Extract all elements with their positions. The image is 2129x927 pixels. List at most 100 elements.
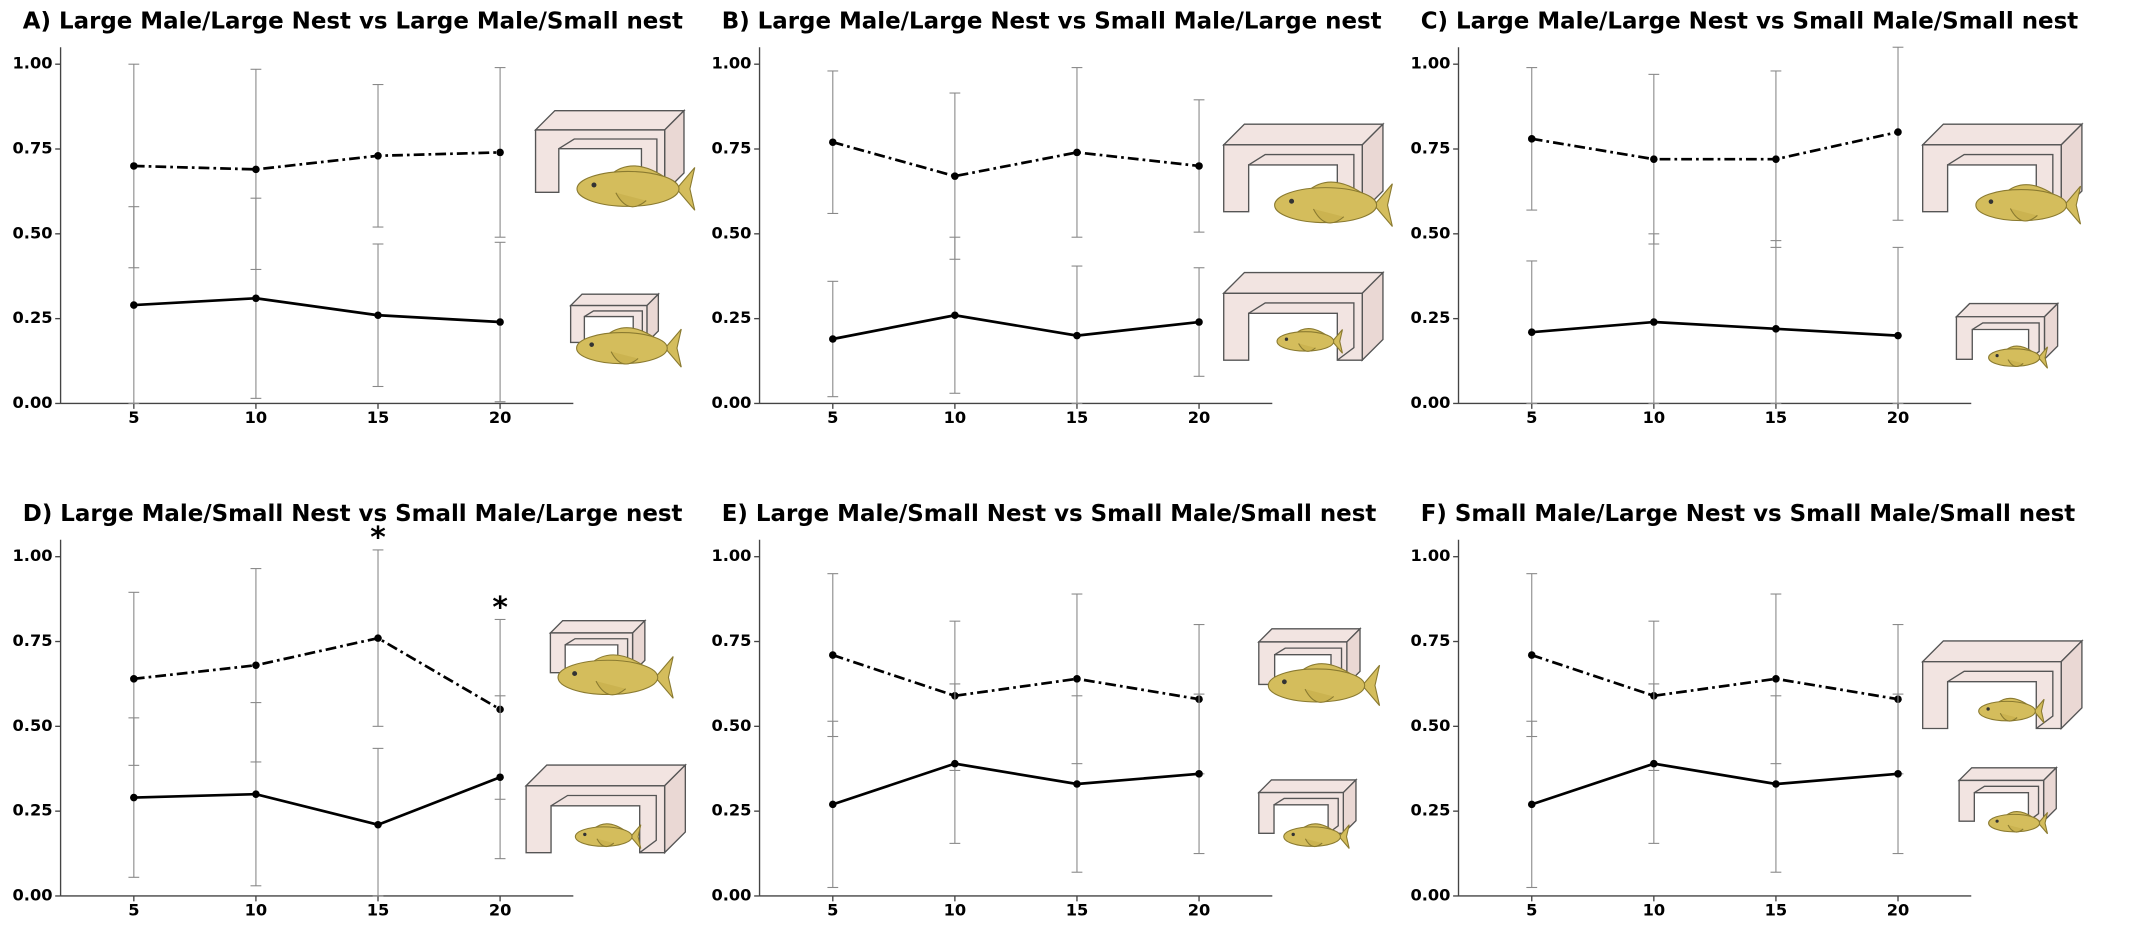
data-point	[1073, 780, 1081, 788]
panel-title: E) Large Male/Small Nest vs Small Male/S…	[722, 501, 1377, 527]
page: {"chart_data":[ {"type":"line","title":"…	[0, 0, 2129, 927]
x-tick-label: 20	[1887, 900, 1910, 919]
data-point	[1894, 770, 1902, 778]
y-tick-label: 0.00	[711, 393, 751, 412]
series-line	[1532, 655, 1898, 699]
fish-eye	[1285, 338, 1288, 341]
fish-icon	[1277, 329, 1342, 354]
data-point	[1772, 675, 1780, 683]
fish-eye	[583, 833, 586, 836]
nest-top	[1224, 124, 1383, 145]
data-point	[130, 675, 138, 683]
series-line	[1532, 322, 1898, 336]
data-point	[1528, 651, 1536, 659]
fish-eye	[1989, 199, 1994, 204]
fish-eye	[589, 342, 594, 347]
nest-top	[1259, 629, 1360, 642]
data-point	[951, 172, 959, 180]
x-tick-label: 15	[367, 900, 390, 919]
x-tick-label: 5	[1526, 408, 1537, 427]
data-point	[1528, 135, 1536, 143]
data-point	[1073, 332, 1081, 340]
y-tick-label: 0.50	[711, 716, 751, 735]
data-point	[1650, 760, 1658, 768]
data-point	[829, 801, 837, 809]
x-tick-label: 5	[1526, 900, 1537, 919]
panel-title: A) Large Male/Large Nest vs Large Male/S…	[23, 8, 683, 34]
series-line	[1532, 132, 1898, 159]
y-tick-label: 0.75	[711, 139, 751, 158]
nest-top	[1956, 304, 2057, 317]
x-tick-label: 20	[489, 900, 512, 919]
y-tick-label: 0.50	[1410, 716, 1450, 735]
data-point	[252, 295, 260, 303]
data-point	[1894, 332, 1902, 340]
data-point	[1195, 318, 1203, 326]
series-line	[833, 655, 1199, 699]
data-point	[496, 149, 504, 157]
x-tick-label: 5	[827, 408, 838, 427]
y-tick-label: 0.75	[13, 139, 53, 158]
data-point	[1528, 328, 1536, 336]
x-tick-label: 20	[489, 408, 512, 427]
fish-icon	[558, 655, 673, 698]
data-point	[130, 301, 138, 309]
series-line	[1532, 764, 1898, 805]
y-tick-label: 1.00	[1410, 54, 1450, 73]
series-line	[134, 638, 500, 709]
y-tick-label: 0.25	[1410, 308, 1450, 327]
data-point	[1073, 149, 1081, 157]
fish-eye	[1996, 354, 1999, 357]
data-point	[829, 138, 837, 146]
data-point	[1772, 780, 1780, 788]
y-tick-label: 0.25	[13, 801, 53, 820]
y-tick-label: 0.25	[13, 308, 53, 327]
y-tick-label: 1.00	[13, 54, 53, 73]
nest-icon	[1959, 768, 2056, 821]
y-tick-label: 0.00	[1410, 885, 1450, 904]
data-point	[374, 152, 382, 160]
x-tick-label: 15	[367, 408, 390, 427]
data-point	[496, 318, 504, 326]
x-tick-label: 10	[1643, 408, 1666, 427]
fish-eye	[1292, 833, 1295, 836]
x-tick-label: 10	[245, 900, 268, 919]
y-tick-label: 0.75	[1410, 139, 1450, 158]
x-tick-label: 15	[1066, 408, 1089, 427]
y-tick-label: 0.75	[13, 631, 53, 650]
nest-top	[526, 765, 685, 786]
x-tick-label: 15	[1066, 900, 1089, 919]
data-point	[829, 651, 837, 659]
data-point	[496, 773, 504, 781]
y-tick-label: 0.50	[13, 716, 53, 735]
x-tick-label: 20	[1188, 408, 1211, 427]
significance-marker: *	[492, 589, 508, 624]
nest-top	[1923, 641, 2082, 662]
data-point	[252, 661, 260, 669]
data-point	[1073, 675, 1081, 683]
significance-marker: *	[370, 519, 386, 554]
y-tick-label: 0.00	[13, 885, 53, 904]
fish-eye	[591, 183, 596, 188]
x-tick-label: 20	[1188, 900, 1211, 919]
fish-eye	[1289, 199, 1294, 204]
x-tick-label: 20	[1887, 408, 1910, 427]
data-point	[951, 311, 959, 319]
data-point	[1650, 155, 1658, 163]
y-tick-label: 0.75	[1410, 631, 1450, 650]
nest-top	[1923, 124, 2082, 145]
panel-title: F) Small Male/Large Nest vs Small Male/S…	[1421, 501, 2076, 527]
y-tick-label: 0.50	[711, 223, 751, 242]
fish-eye	[1282, 679, 1287, 684]
data-point	[1195, 162, 1203, 170]
y-tick-label: 0.75	[711, 631, 751, 650]
data-point	[130, 162, 138, 170]
panel-title: B) Large Male/Large Nest vs Small Male/L…	[722, 8, 1382, 34]
nest-top	[1259, 780, 1356, 793]
nest-top	[1224, 273, 1383, 294]
x-tick-label: 15	[1765, 408, 1788, 427]
nest-top	[571, 294, 659, 305]
series-line	[833, 764, 1199, 805]
x-tick-label: 5	[128, 900, 139, 919]
y-tick-label: 0.25	[711, 308, 751, 327]
